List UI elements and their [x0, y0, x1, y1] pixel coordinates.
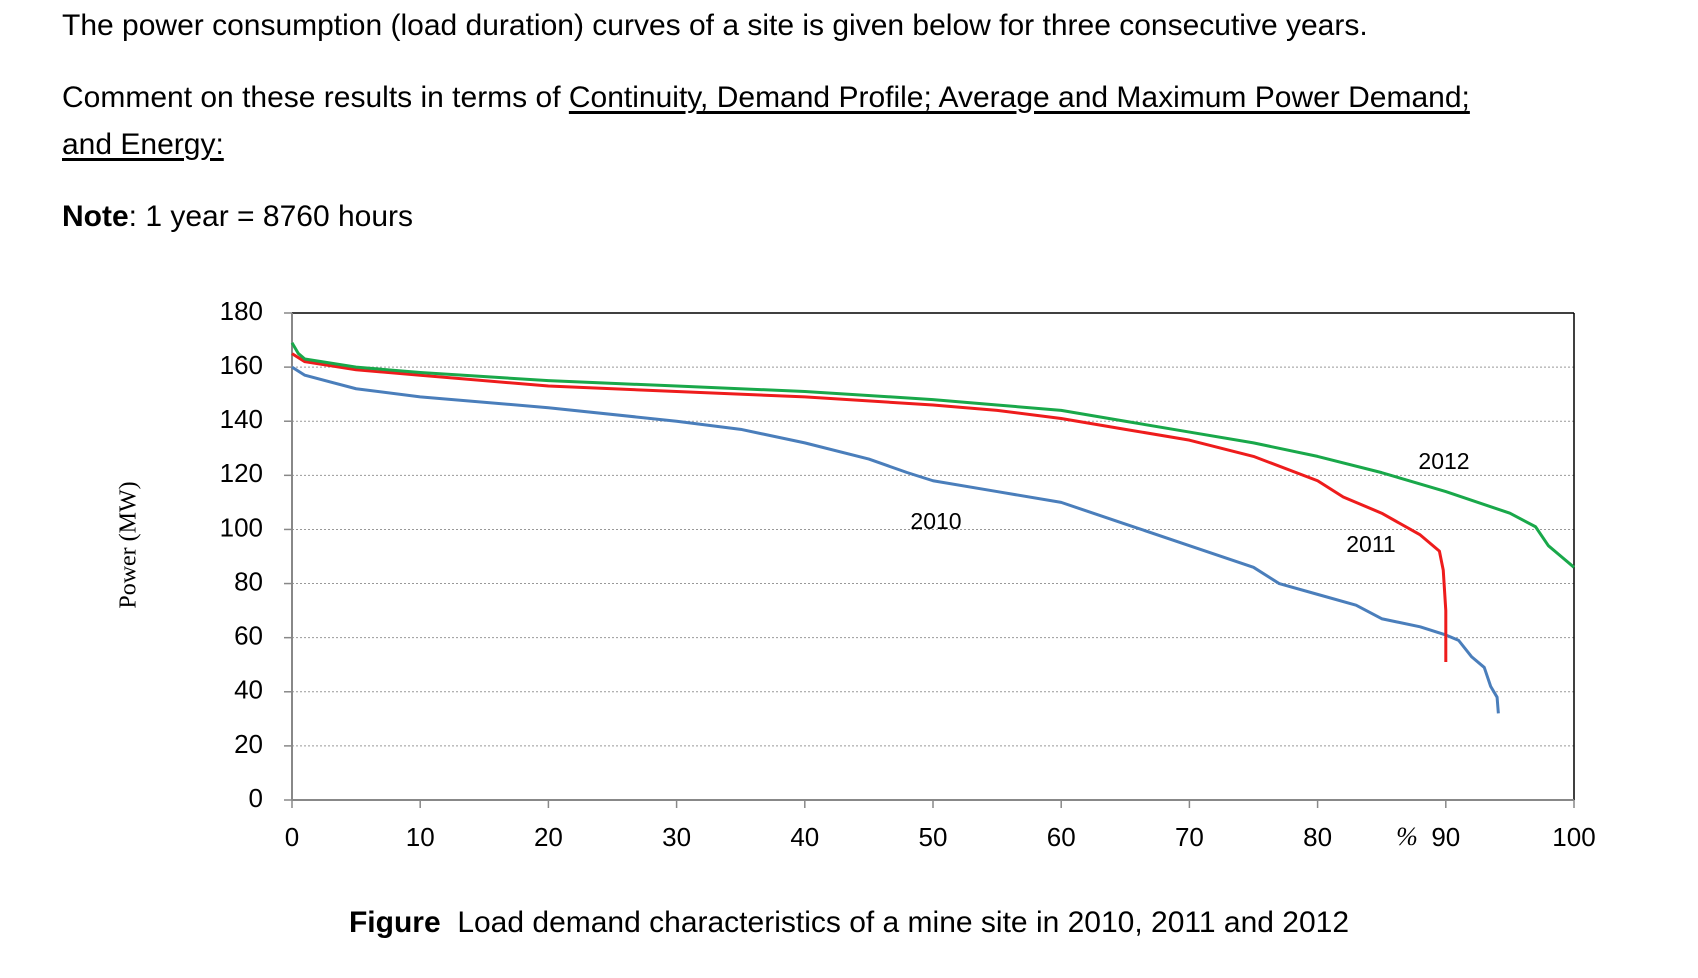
x-tick-label: 100 — [1552, 822, 1595, 852]
x-tick-label: 50 — [919, 822, 948, 852]
y-tick-label: 100 — [220, 512, 263, 542]
note-label: Note — [62, 200, 129, 233]
x-tick-label: 70 — [1175, 822, 1204, 852]
intro: The power consumption (load duration) cu… — [62, 9, 1368, 42]
y-axis-label: Power (MW) — [116, 481, 142, 608]
caption-text: Load demand characteristics of a mine si… — [457, 906, 1350, 939]
y-tick-label: 60 — [234, 621, 263, 651]
x-tick-label: 30 — [662, 822, 691, 852]
note-text: : 1 year = 8760 hours — [128, 200, 414, 233]
y-tick-label: 180 — [220, 296, 263, 326]
x-tick-label: 40 — [790, 822, 819, 852]
series-line — [291, 352, 1448, 663]
series-label: 2012 — [1418, 448, 1469, 474]
x-tick-label: 90 — [1431, 822, 1460, 852]
comment-prefix: Comment on these results in terms of — [62, 81, 569, 114]
x-axis-label: % — [1396, 822, 1418, 851]
x-tick-label: 20 — [534, 822, 563, 852]
y-tick-label: 40 — [234, 675, 263, 705]
comment-topics: and Energy: — [62, 128, 224, 161]
x-tick-label: 80 — [1303, 822, 1332, 852]
series-label: 2010 — [910, 508, 961, 534]
x-tick-label: 10 — [406, 822, 435, 852]
series-line — [290, 341, 1575, 569]
y-tick-label: 160 — [220, 350, 263, 380]
comment-topics: Continuity, Demand Profile; Average and … — [568, 81, 1470, 114]
series-line — [291, 365, 1500, 714]
y-tick-label: 20 — [234, 729, 263, 759]
y-tick-label: 140 — [220, 404, 263, 434]
y-tick-label: 80 — [234, 566, 263, 596]
comment: Comment on these results in terms of Con… — [62, 80, 1470, 116]
series-label: 2011 — [1346, 531, 1395, 557]
figure-label: Figure — [348, 906, 441, 939]
figure-caption: Figure Load demand characteristics of a … — [0, 905, 1698, 941]
y-tick-label: 0 — [249, 783, 263, 813]
comment-cont: and Energy: — [62, 127, 224, 163]
y-tick-label: 120 — [220, 458, 263, 488]
x-tick-label: 0 — [285, 822, 299, 852]
note: Note: 1 year = 8760 hours — [62, 199, 413, 235]
x-tick-label: 60 — [1047, 822, 1076, 852]
